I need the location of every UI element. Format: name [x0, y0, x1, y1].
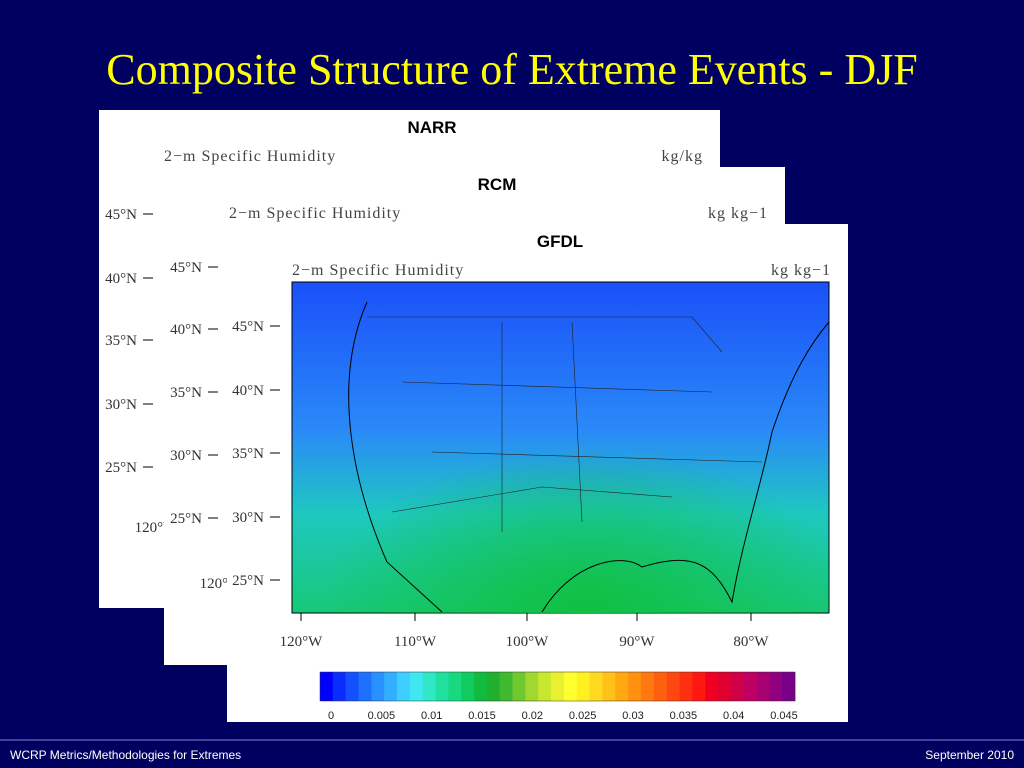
colorbar-swatch [563, 672, 578, 701]
colorbar-swatch [422, 672, 436, 701]
footer-right: September 2010 [925, 748, 1014, 762]
lat-label: 45°N [170, 260, 202, 276]
colorbar-tick-label: 0.005 [368, 710, 396, 722]
units-label: kg kg−1 [708, 205, 768, 222]
panel-label: GFDL [537, 232, 583, 251]
colorbar-swatch [320, 672, 334, 701]
units-label: kg/kg [662, 148, 703, 165]
lat-label: 45°N [232, 319, 264, 335]
colorbar-tick-label: 0.01 [421, 710, 442, 722]
colorbar-swatch [512, 672, 526, 701]
lat-label: 30°N [105, 397, 137, 413]
colorbar-tick-label: 0.03 [622, 710, 643, 722]
lat-label: 30°N [170, 448, 202, 464]
variable-label: 2−m Specific Humidity [292, 262, 464, 279]
colorbar-swatch [397, 672, 411, 701]
colorbar-swatch [474, 672, 488, 701]
colorbar-swatch [756, 672, 770, 701]
coastline [348, 301, 830, 613]
colorbar-swatch [717, 672, 732, 701]
lat-label: 40°N [232, 383, 264, 399]
map-gulf [292, 282, 829, 613]
colorbar-tick-label: 0.035 [670, 710, 698, 722]
colorbar-swatch [448, 672, 462, 701]
colorbar-swatch [538, 672, 552, 701]
borders [367, 316, 763, 532]
colorbar-swatch [640, 672, 655, 701]
colorbar-swatch [666, 672, 680, 701]
colorbar: 0 0.005 0.01 0.015 0.02 0.025 0.03 0.035 0.04 0.0… [319, 671, 798, 722]
colorbar-swatch [486, 672, 501, 701]
lon-label: 100°W [506, 634, 549, 650]
colorbar-swatch [628, 672, 642, 701]
lat-label: 35°N [232, 446, 264, 462]
colorbar-tick-label: 0.025 [569, 710, 597, 722]
panel-label: NARR [407, 118, 456, 137]
colorbar-swatch [371, 672, 385, 701]
colorbar-tick-label: 0.045 [770, 710, 798, 722]
colorbar-swatch [384, 672, 398, 701]
variable-label: 2−m Specific Humidity [229, 205, 401, 222]
colorbar-swatch [730, 672, 744, 701]
colorbar-swatch [602, 672, 616, 701]
colorbar-swatch [551, 672, 565, 701]
colorbar-swatch [679, 672, 693, 701]
footer-left: WCRP Metrics/Methodologies for Extremes [10, 748, 241, 762]
lon-label: 120°W [280, 634, 323, 650]
panel-label: RCM [478, 175, 517, 194]
colorbar-swatch [782, 672, 796, 701]
colorbar-swatch [461, 672, 475, 701]
colorbar-tick-label: 0.04 [723, 710, 744, 722]
lon-label: 110°W [394, 634, 437, 650]
colorbar-swatch [769, 672, 783, 701]
colorbar-swatch [345, 672, 359, 701]
colorbar-swatch [576, 672, 590, 701]
colorbar-tick-label: 0.015 [468, 710, 496, 722]
lon-label: 80°W [733, 634, 769, 650]
colorbar-frame [319, 671, 796, 702]
units-label: kg kg−1 [771, 262, 831, 279]
lat-label: 45°N [105, 207, 137, 223]
lat-label: 30°N [232, 510, 264, 526]
colorbar-swatch [332, 672, 346, 701]
lon-label: 90°W [619, 634, 655, 650]
map-panel: GFDL 2−m Specific Humidity kg kg−1 45°N 40°N… [227, 224, 848, 722]
colorbar-swatch [499, 672, 513, 701]
panels: NARR 2−m Specific Humidity kg/kg 45°N 40°N 35… [99, 110, 848, 722]
colorbar-tick-label: 0.02 [522, 710, 543, 722]
colorbar-swatch [589, 672, 603, 701]
colorbar-swatch [358, 672, 372, 701]
colorbar-tick-label: 0 [328, 710, 334, 722]
lat-label: 25°N [170, 511, 202, 527]
lat-label: 40°N [105, 271, 137, 287]
lat-label: 35°N [170, 385, 202, 401]
colorbar-swatch [525, 672, 539, 701]
lat-label: 25°N [105, 460, 137, 476]
colorbar-swatch [653, 672, 667, 701]
colorbar-swatch [743, 672, 757, 701]
colorbar-swatch [615, 672, 629, 701]
colorbar-swatch [692, 672, 706, 701]
slide-title: Composite Structure of Extreme Events - … [106, 45, 917, 94]
colorbar-swatch [705, 672, 719, 701]
lat-label: 25°N [232, 573, 264, 589]
colorbar-swatch [409, 672, 424, 701]
colorbar-swatch [435, 672, 449, 701]
lat-label: 40°N [170, 322, 202, 338]
lat-label: 35°N [105, 333, 137, 349]
variable-label: 2−m Specific Humidity [164, 148, 336, 165]
